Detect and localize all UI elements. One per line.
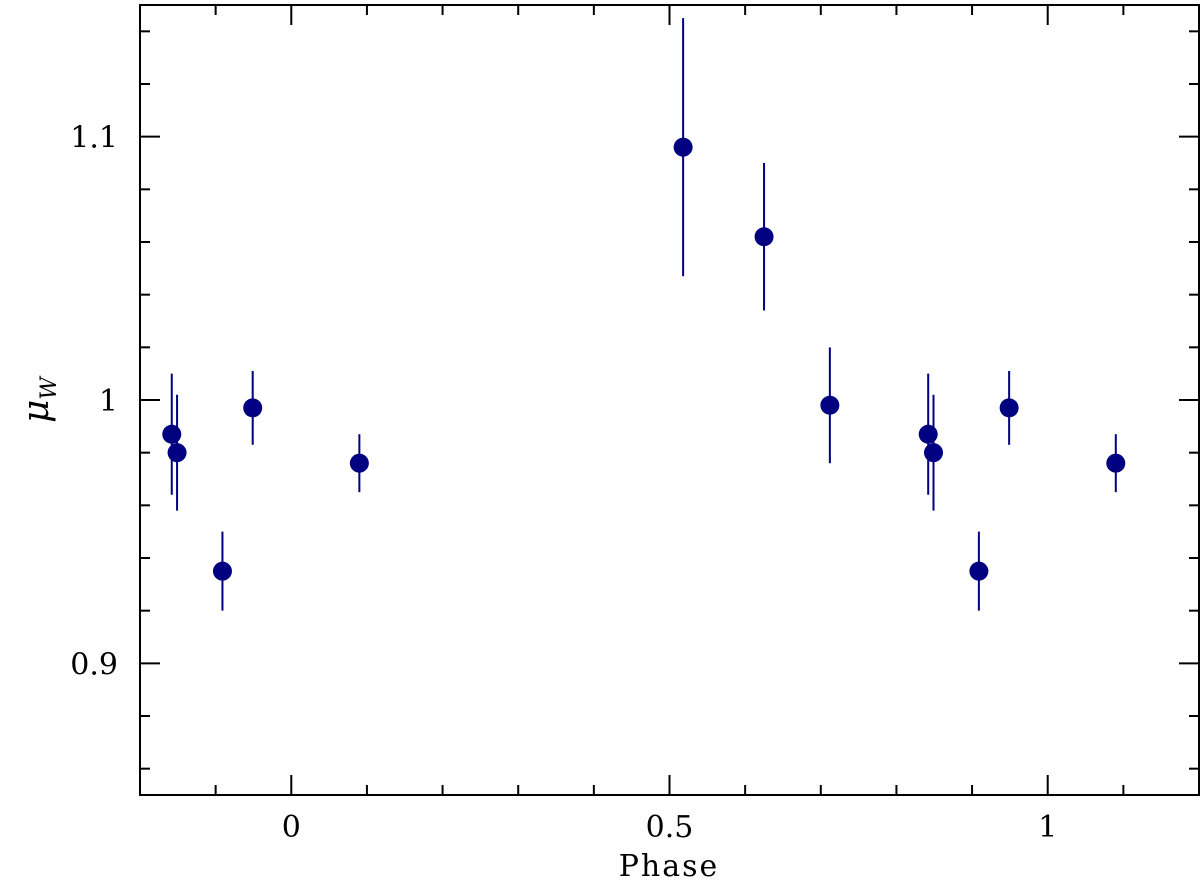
y-axis-label-subscript: W (37, 375, 62, 400)
data-point (918, 424, 938, 444)
x-tick-label: 0.5 (646, 810, 694, 845)
data-point (167, 443, 187, 463)
plot-frame (139, 4, 1200, 796)
data-point (673, 137, 693, 157)
y-axis-label-main: μ (16, 400, 57, 423)
y-tick-label: 1.1 (70, 121, 118, 156)
data-point (923, 443, 943, 463)
y-tick-label: 1 (99, 384, 118, 419)
data-point (162, 424, 182, 444)
data-point (999, 398, 1019, 418)
y-tick-label: 0.9 (70, 647, 118, 682)
data-points (162, 18, 1126, 611)
data-point (243, 398, 263, 418)
x-tick-label: 0 (282, 810, 301, 845)
axes: 0 0.5 1 0.9 1 1.1 (70, 4, 1200, 845)
x-axis-label: Phase (619, 849, 720, 882)
data-point (820, 395, 840, 415)
data-point (212, 561, 232, 581)
data-point (969, 561, 989, 581)
data-point (754, 227, 774, 247)
data-point (349, 453, 369, 473)
y-axis-label: μW (16, 375, 62, 423)
x-tick-label: 1 (1038, 810, 1057, 845)
data-point (1106, 453, 1126, 473)
